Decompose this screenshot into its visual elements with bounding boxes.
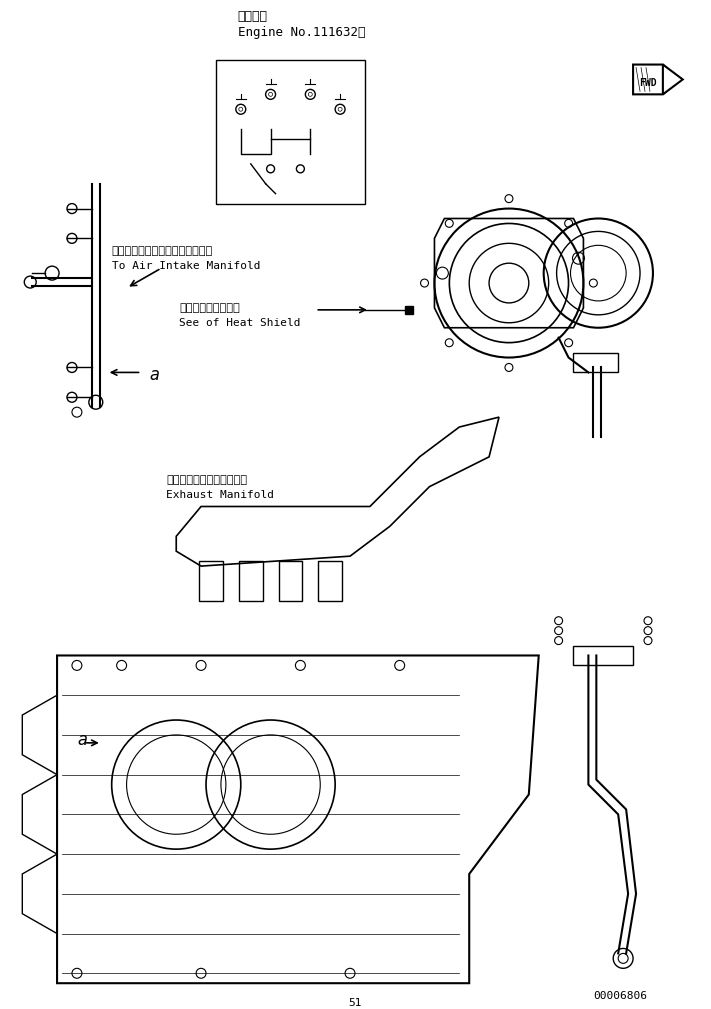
Text: 51: 51 [348,998,362,1008]
Text: ヒートシールド参照: ヒートシールド参照 [179,303,240,313]
Bar [239,561,262,600]
Polygon shape [633,65,678,95]
Text: FWD: FWD [639,79,657,89]
Text: See of Heat Shield: See of Heat Shield [179,318,301,328]
Bar [319,561,342,600]
Text: To Air Intake Manifold: To Air Intake Manifold [112,261,260,271]
Text: 適用号機: 適用号機 [237,10,268,23]
Polygon shape [663,65,683,95]
Text: エアーインテークマニホールドへ: エアーインテークマニホールドへ [112,246,213,256]
Text: 00006806: 00006806 [594,991,647,1001]
Text: a: a [149,366,159,384]
Text: エキゾーストマニホールド: エキゾーストマニホールド [166,474,247,484]
Text: Engine No.111632～: Engine No.111632～ [237,26,365,38]
Bar [216,60,365,204]
Bar [199,561,223,600]
Text: a: a [77,731,87,749]
Text: Exhaust Manifold: Exhaust Manifold [166,489,274,499]
Bar [405,306,412,314]
Bar [279,561,302,600]
